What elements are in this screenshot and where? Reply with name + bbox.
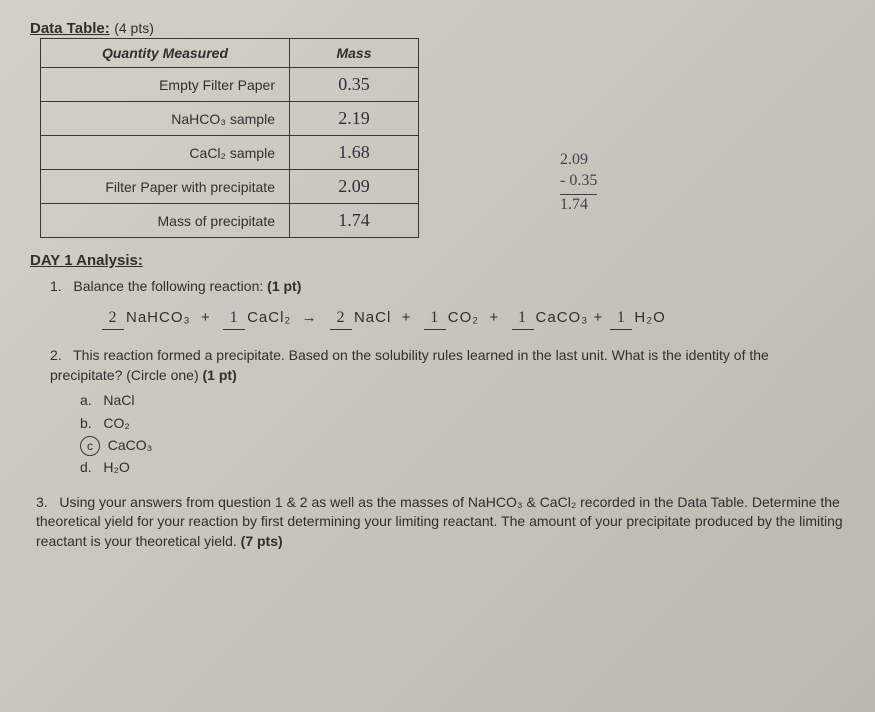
table-row: Mass of precipitate 1.74	[41, 204, 419, 238]
opt-letter: a.	[80, 392, 92, 408]
q1-num: 1.	[50, 278, 62, 294]
plus: +	[402, 309, 412, 326]
plus: +	[593, 309, 603, 326]
opt-text: H₂O	[103, 459, 129, 475]
opt-text: CO₂	[103, 415, 129, 431]
calc-result: 1.74	[560, 195, 597, 216]
row-value: 2.19	[290, 102, 419, 136]
balanced-equation: 2NaHCO₃ + 1CaCl₂ → 2NaCl + 1CO₂ + 1CaCO₃…	[100, 307, 845, 330]
q2-text: This reaction formed a precipitate. Base…	[50, 347, 769, 383]
title-text: Data Table:	[30, 20, 110, 37]
species: NaHCO₃	[126, 309, 191, 326]
question-1: 1. Balance the following reaction: (1 pt…	[50, 277, 845, 330]
species: CO₂	[448, 309, 479, 326]
col-quantity: Quantity Measured	[41, 39, 290, 68]
question-3: 3. Using your answers from question 1 & …	[36, 493, 845, 552]
q3-num: 3.	[36, 494, 48, 510]
option-b: b. CO₂	[80, 412, 845, 434]
coeff: 2	[330, 307, 352, 330]
row-value: 2.09	[290, 170, 419, 204]
opt-letter-circled: c	[80, 436, 100, 456]
col-mass: Mass	[290, 39, 419, 68]
calc-line1: 2.09	[560, 150, 597, 171]
question-list: 1. Balance the following reaction: (1 pt…	[50, 277, 845, 479]
coeff: 1	[223, 307, 245, 330]
arrow: →	[302, 309, 318, 326]
table-row: Filter Paper with precipitate 2.09	[41, 170, 419, 204]
coeff: 1	[424, 307, 446, 330]
analysis-title: DAY 1 Analysis:	[30, 252, 845, 269]
species: NaCl	[354, 309, 391, 326]
title-points: (4 pts)	[114, 20, 154, 36]
table-row: Empty Filter Paper 0.35	[41, 68, 419, 102]
data-table-title: Data Table: (4 pts)	[30, 20, 845, 38]
table-row: CaCl₂ sample 1.68	[41, 136, 419, 170]
plus: +	[201, 309, 211, 326]
coeff: 2	[102, 307, 124, 330]
row-label: Filter Paper with precipitate	[41, 170, 290, 204]
question-2: 2. This reaction formed a precipitate. B…	[50, 346, 845, 479]
option-c: c CaCO₃	[80, 434, 845, 456]
opt-text: NaCl	[103, 392, 134, 408]
opt-letter: b.	[80, 415, 92, 431]
q1-text: Balance the following reaction:	[73, 278, 263, 294]
opt-text: CaCO₃	[108, 437, 153, 453]
q2-options: a. NaCl b. CO₂ c CaCO₃ d. H₂O	[80, 389, 845, 479]
q3-text: Using your answers from question 1 & 2 a…	[36, 494, 843, 549]
species: H₂O	[634, 309, 665, 326]
side-calculation: 2.09 - 0.35 1.74	[560, 150, 597, 215]
row-label: CaCl₂ sample	[41, 136, 290, 170]
row-value: 1.68	[290, 136, 419, 170]
q2-points: (1 pt)	[203, 367, 237, 383]
row-label: NaHCO₃ sample	[41, 102, 290, 136]
data-table: Quantity Measured Mass Empty Filter Pape…	[40, 38, 419, 238]
option-d: d. H₂O	[80, 456, 845, 478]
row-value: 0.35	[290, 68, 419, 102]
option-a: a. NaCl	[80, 389, 845, 411]
row-label: Empty Filter Paper	[41, 68, 290, 102]
species: CaCl₂	[247, 309, 291, 326]
q3-points: (7 pts)	[241, 533, 283, 549]
opt-letter: d.	[80, 459, 92, 475]
q1-points: (1 pt)	[267, 278, 301, 294]
plus: +	[489, 309, 499, 326]
row-label: Mass of precipitate	[41, 204, 290, 238]
calc-line2: - 0.35	[560, 171, 597, 195]
q2-num: 2.	[50, 347, 62, 363]
coeff: 1	[512, 307, 534, 330]
species: CaCO₃	[536, 309, 589, 326]
coeff: 1	[610, 307, 632, 330]
table-row: NaHCO₃ sample 2.19	[41, 102, 419, 136]
row-value: 1.74	[290, 204, 419, 238]
